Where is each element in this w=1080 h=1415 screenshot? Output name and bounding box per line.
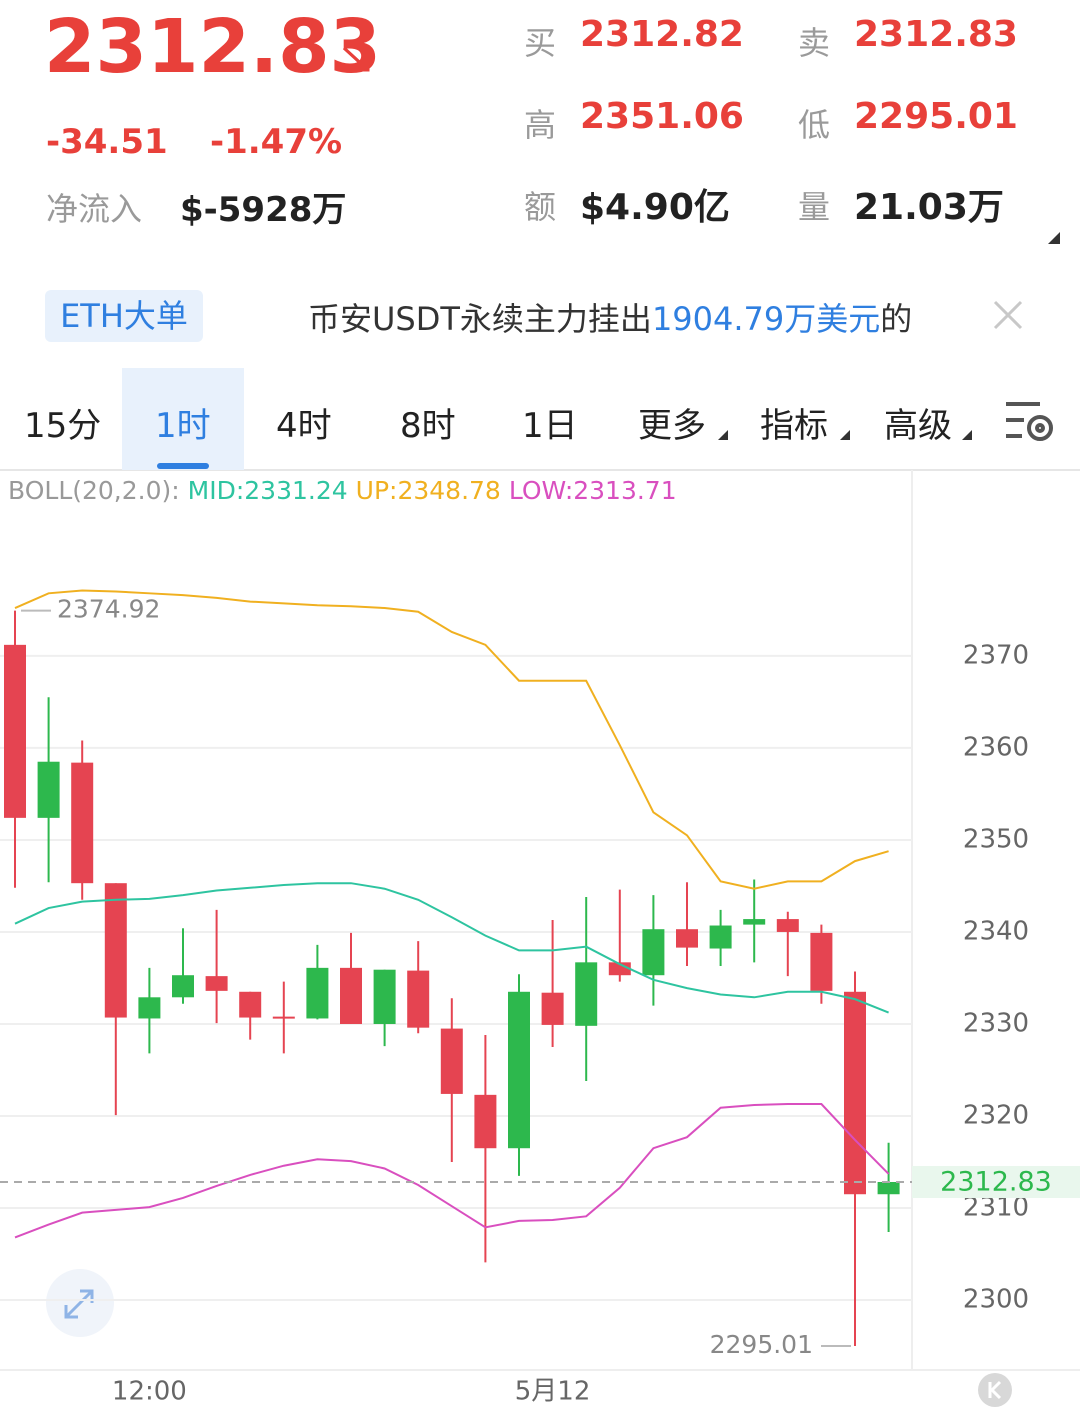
dropdown-marks	[718, 430, 972, 440]
y-tick-label: 2360	[963, 732, 1029, 762]
min-label: 2295.01	[710, 1330, 813, 1359]
stat-value: $4.90亿	[580, 187, 730, 228]
candle-body	[239, 991, 262, 1018]
tab-active[interactable]: 1时	[155, 406, 211, 446]
legend-entry: MID:2331.24	[187, 476, 348, 505]
candle-body	[205, 976, 228, 991]
news-part: 币安USDT永续主力挂出	[308, 300, 652, 338]
tab[interactable]: 更多	[638, 406, 706, 446]
tab[interactable]: 4时	[276, 406, 332, 446]
candle-body	[474, 1094, 497, 1149]
news-part: 的	[880, 300, 913, 338]
y-tick-label: 2300	[963, 1285, 1029, 1315]
boll-line	[14, 1103, 890, 1239]
candle-body	[71, 762, 94, 884]
stat-label: 额	[524, 188, 557, 226]
stat-value: 21.03万	[854, 187, 1004, 228]
change: -34.51	[46, 122, 168, 162]
y-tick-label: 2330	[963, 1008, 1029, 1038]
x-tick-label: 12:00	[112, 1377, 187, 1407]
boll-line	[14, 882, 889, 1014]
tab-active-bg	[122, 368, 244, 470]
candle-body	[776, 919, 799, 932]
last-price-label: 2312.83	[940, 1166, 1052, 1197]
indicator-legend: BOLL(20,2.0): MID:2331.24 UP:2348.78 LOW:2…	[8, 476, 685, 505]
net-inflow-label: 净流入	[46, 190, 143, 228]
legend-entry: UP:2348.78	[355, 476, 501, 505]
candle-body	[575, 962, 598, 1026]
stat-value: 2312.82	[580, 14, 744, 55]
y-tick-label: 2350	[963, 824, 1029, 854]
boll-line	[14, 589, 889, 890]
candle-body	[743, 919, 766, 925]
down-arrow	[342, 46, 370, 72]
news-highlight: 1904.79万美元	[651, 300, 881, 338]
price: 2312.83	[44, 4, 382, 90]
news-tag[interactable]: ETH大单	[45, 290, 203, 342]
news-text[interactable]: 币安USDT永续主力挂出1904.79万美元的	[308, 294, 948, 340]
candle-body	[642, 929, 665, 976]
y-tick-label: 2340	[963, 916, 1029, 946]
candle-body	[407, 970, 430, 1028]
tab[interactable]: 1日	[522, 406, 578, 446]
tab[interactable]: 指标	[760, 406, 828, 446]
settings-icon[interactable]	[1006, 402, 1053, 441]
collapse-icon[interactable]	[978, 1373, 1012, 1407]
legend-entry: LOW:2313.71	[508, 476, 677, 505]
candle-body	[541, 992, 564, 1025]
candle-body	[373, 969, 396, 1024]
candle-body	[272, 1016, 295, 1019]
stat-label: 卖	[798, 24, 831, 62]
tab[interactable]: 8时	[400, 406, 456, 446]
stat-label: 量	[798, 188, 831, 226]
candle-body	[608, 962, 631, 976]
tab[interactable]: 15分	[24, 406, 102, 446]
indicator-name: BOLL(20,2.0):	[8, 476, 180, 505]
stat-value: 2295.01	[854, 96, 1018, 137]
close-icon[interactable]	[993, 300, 1023, 330]
y-tick-label: 2370	[963, 640, 1029, 670]
candle-body	[104, 883, 127, 1018]
candle-body	[709, 925, 732, 949]
stat-label: 高	[524, 106, 557, 144]
candle-body	[340, 967, 362, 1024]
candle-body	[37, 761, 60, 818]
x-tick-label: 5月12	[515, 1377, 591, 1407]
candle-body	[844, 991, 866, 1195]
candle-body	[172, 975, 194, 998]
candle-body	[877, 1181, 900, 1195]
candle-body	[810, 932, 833, 991]
stat-value: 2351.06	[580, 96, 744, 137]
candle-body	[4, 644, 26, 818]
candle-body	[306, 967, 329, 1019]
max-label: 2374.92	[57, 595, 160, 624]
change-pct: -1.47%	[210, 122, 343, 162]
candle-body	[138, 997, 161, 1019]
y-tick-label: 2320	[963, 1101, 1029, 1131]
tab-underline	[157, 463, 209, 469]
stat-label: 买	[524, 24, 557, 62]
stat-label: 低	[798, 106, 831, 144]
net-inflow: $-5928万	[180, 190, 347, 230]
last-price-box	[912, 1165, 1080, 1198]
tab[interactable]: 高级	[884, 406, 952, 446]
expand-triangle[interactable]	[1048, 232, 1060, 244]
candle-body	[508, 991, 530, 1149]
candle-body	[676, 929, 698, 948]
expand-icon[interactable]	[46, 1269, 114, 1337]
stat-value: 2312.83	[854, 14, 1018, 55]
candle-body	[440, 1028, 463, 1094]
